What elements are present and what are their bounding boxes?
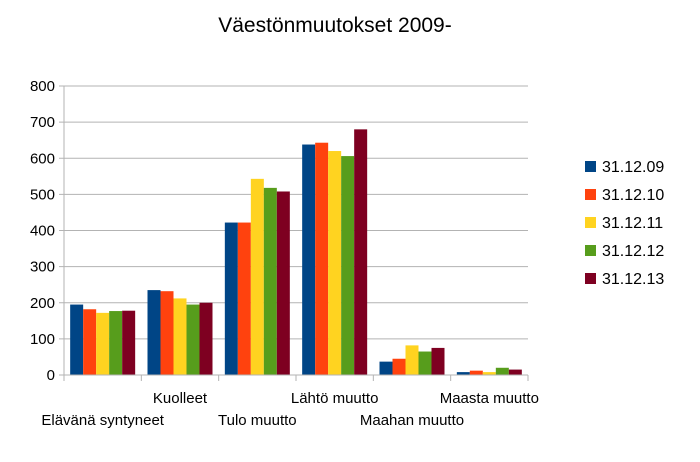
bar-3-series-1	[224, 222, 238, 375]
legend-swatch	[585, 217, 596, 228]
chart-title: Väestönmuutokset 2009-	[218, 14, 451, 37]
y-tick-label: 400	[30, 223, 55, 240]
y-tick-label: 600	[30, 150, 55, 167]
bar-2-series-4	[186, 304, 200, 375]
bar-5-series-1	[379, 361, 393, 375]
legend-swatch	[585, 245, 596, 256]
bar-2-series-2	[160, 291, 174, 375]
bar-1-series-5	[122, 310, 136, 375]
legend-label: 31.12.11	[602, 215, 663, 232]
bar-2-series-3	[173, 298, 187, 375]
bar-1-series-1	[70, 304, 84, 375]
bar-1-series-4	[109, 311, 123, 375]
grid-lines	[59, 85, 528, 376]
bar-5-series-5	[431, 347, 445, 375]
y-tick-label: 300	[30, 259, 55, 276]
y-axis-tick-labels: 0 100 200 300 400 500 600 700 800	[30, 78, 55, 384]
x-axis-category-labels: Elävänä syntyneet Kuolleet Tulo muutto Läht…	[41, 390, 539, 429]
legend-swatch	[585, 273, 596, 284]
bar-3-series-5	[276, 191, 290, 375]
bar-5-series-3	[405, 345, 419, 375]
bar-6-series-5	[508, 369, 522, 375]
legend: 31.12.09 31.12.10 31.12.11 31.12.12 31.12.13	[585, 159, 664, 288]
y-tick-label: 200	[30, 295, 55, 312]
bar-5-series-4	[418, 351, 432, 375]
bar-4-series-1	[302, 144, 316, 375]
bar-6-series-3	[482, 372, 496, 375]
bar-1-series-2	[83, 309, 97, 375]
legend-label: 31.12.10	[602, 187, 664, 204]
x-category-label: Elävänä syntyneet	[41, 412, 164, 429]
x-category-label: Lähtö muutto	[291, 390, 379, 407]
axes	[63, 86, 529, 381]
bar-4-series-5	[354, 129, 368, 375]
y-tick-label: 500	[30, 186, 55, 203]
y-tick-label: 0	[47, 367, 55, 384]
bars	[70, 129, 522, 375]
y-tick-label: 100	[30, 331, 55, 348]
bar-4-series-2	[315, 142, 329, 375]
legend-label: 31.12.13	[602, 271, 664, 288]
bar-1-series-3	[96, 312, 110, 375]
bar-6-series-1	[456, 372, 470, 375]
legend-swatch	[585, 161, 596, 172]
legend-swatch	[585, 189, 596, 200]
x-category-label: Maahan muutto	[360, 412, 464, 429]
bar-3-series-4	[263, 187, 277, 375]
bar-5-series-2	[392, 358, 406, 375]
x-category-label: Maasta muutto	[440, 390, 539, 407]
bar-3-series-3	[250, 178, 264, 375]
bar-4-series-4	[341, 156, 355, 375]
legend-label: 31.12.09	[602, 159, 664, 176]
y-tick-label: 800	[30, 78, 55, 95]
bar-4-series-3	[328, 151, 342, 375]
x-category-label: Tulo muutto	[218, 412, 297, 429]
y-tick-label: 700	[30, 114, 55, 131]
bar-6-series-4	[495, 367, 509, 375]
bar-2-series-1	[147, 290, 161, 375]
bar-2-series-5	[199, 302, 213, 375]
x-category-label: Kuolleet	[153, 390, 208, 407]
bar-3-series-2	[237, 222, 251, 375]
bar-6-series-2	[469, 370, 483, 375]
legend-label: 31.12.12	[602, 243, 664, 260]
